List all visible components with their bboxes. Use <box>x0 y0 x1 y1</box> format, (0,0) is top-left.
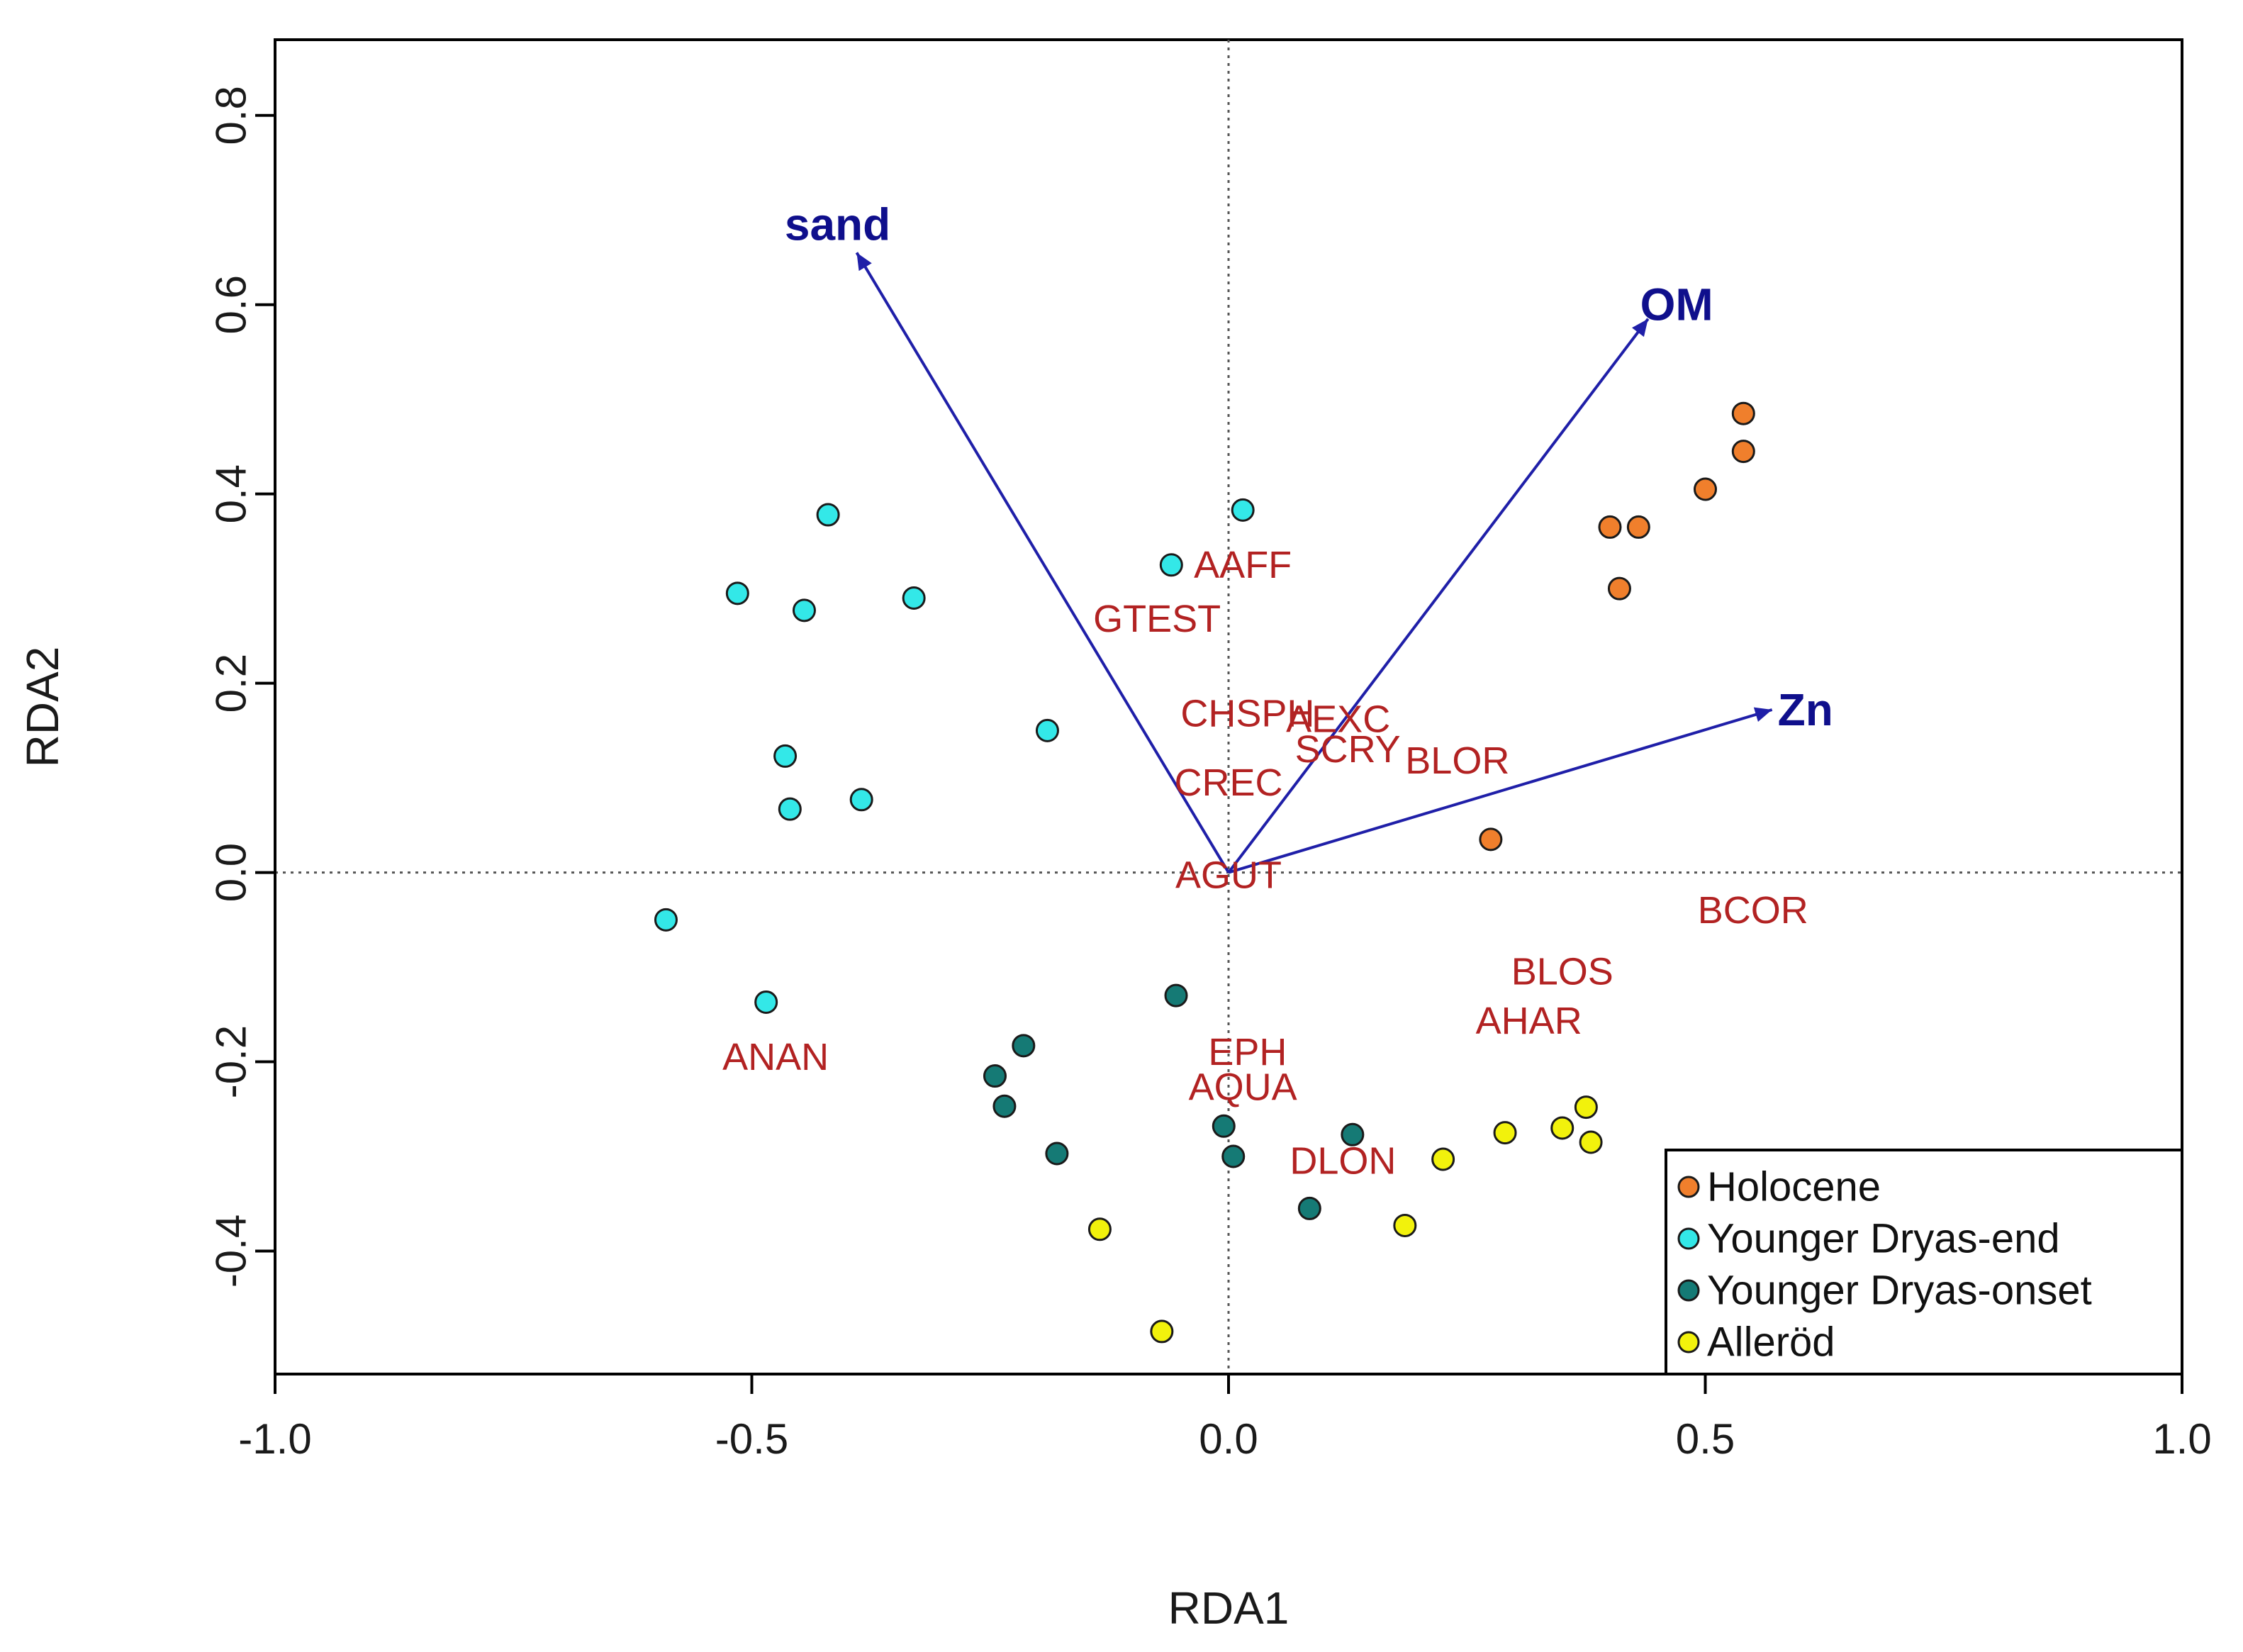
point-younger-dryas-end <box>1159 553 1183 577</box>
point-younger-dryas-onset <box>983 1064 1007 1088</box>
point-aller-d <box>1493 1121 1517 1145</box>
point-holocene <box>1598 515 1622 539</box>
point-younger-dryas-end <box>778 797 802 821</box>
species-label-crec: CREC <box>1174 761 1282 804</box>
point-younger-dryas-end <box>1231 498 1255 522</box>
x-axis: -1.0 -0.5 0.0 0.5 1.0 <box>238 1373 2212 1463</box>
x-axis-title: RDA1 <box>1168 1583 1290 1634</box>
species-label-scry: SCRY <box>1295 728 1401 771</box>
arrow-om-shaft <box>1227 318 1650 874</box>
point-younger-dryas-onset <box>1045 1142 1069 1166</box>
legend-label-aller-d: Alleröd <box>1707 1319 1835 1366</box>
environmental-arrows: sand OM Zn <box>785 199 1833 874</box>
point-holocene <box>1479 827 1503 852</box>
legend-marker-younger-dryas-onset <box>1677 1279 1700 1302</box>
arrow-om-head <box>1632 318 1648 337</box>
point-aller-d <box>1087 1217 1112 1241</box>
point-aller-d <box>1574 1095 1598 1120</box>
species-label-eph: EPH <box>1208 1031 1287 1073</box>
point-holocene <box>1626 515 1650 539</box>
legend-marker-holocene <box>1677 1176 1700 1198</box>
legend-marker-aller-d <box>1677 1331 1700 1354</box>
species-label-anan: ANAN <box>722 1036 829 1078</box>
x-tick-label: 1.0 <box>2152 1415 2211 1463</box>
y-tick-label: -0.4 <box>208 1215 255 1288</box>
point-younger-dryas-end <box>773 744 798 768</box>
species-label-agut: AGUT <box>1175 854 1282 897</box>
sample-points <box>654 401 1755 1344</box>
species-label-aqua: AQUA <box>1189 1066 1297 1109</box>
point-holocene <box>1694 477 1717 501</box>
species-label-bcor: BCOR <box>1698 889 1808 932</box>
point-holocene <box>1731 440 1755 464</box>
legend-label-younger-dryas-end: Younger Dryas-end <box>1707 1216 2060 1262</box>
point-younger-dryas-end <box>792 598 816 623</box>
species-label-gtest: GTEST <box>1093 598 1221 640</box>
point-younger-dryas-end <box>754 990 778 1014</box>
x-tick-label: 0.0 <box>1199 1415 1258 1463</box>
point-aller-d <box>1431 1147 1455 1171</box>
y-tick-label: 0.4 <box>208 464 255 523</box>
species-label-aaff: AAFF <box>1194 544 1292 586</box>
legend: Holocene Younger Dryas-end Younger Dryas-o… <box>1665 1149 2183 1375</box>
arrow-zn-head <box>1753 707 1772 722</box>
arrow-label-zn: Zn <box>1778 684 1833 735</box>
point-aller-d <box>1579 1130 1603 1154</box>
y-axis-title: RDA2 <box>17 647 68 768</box>
arrow-sand-head <box>856 252 872 272</box>
point-aller-d <box>1550 1116 1574 1140</box>
species-label-aexc: AEXC <box>1286 698 1390 740</box>
x-tick-label: -1.0 <box>238 1415 311 1463</box>
point-younger-dryas-onset <box>1012 1034 1036 1058</box>
arrow-label-om: OM <box>1640 279 1713 330</box>
point-younger-dryas-end <box>849 788 873 812</box>
legend-box <box>1665 1149 2183 1375</box>
y-tick-label: 0.6 <box>208 275 255 334</box>
arrow-sand-shaft <box>855 252 1230 874</box>
point-holocene <box>1731 401 1755 425</box>
legend-label-younger-dryas-onset: Younger Dryas-onset <box>1707 1268 2092 1314</box>
point-younger-dryas-onset <box>1221 1144 1246 1168</box>
y-tick-label: -0.2 <box>208 1025 255 1098</box>
y-tick-label: 0.8 <box>208 86 255 145</box>
point-younger-dryas-onset <box>1164 983 1188 1008</box>
point-aller-d <box>1150 1319 1174 1344</box>
point-younger-dryas-onset <box>992 1094 1017 1118</box>
species-label-blor: BLOR <box>1405 740 1509 782</box>
point-younger-dryas-onset <box>1297 1196 1321 1220</box>
point-aller-d <box>1393 1213 1417 1237</box>
y-tick-label: 0.2 <box>208 654 255 713</box>
point-younger-dryas-end <box>902 586 926 610</box>
species-label-ahar: AHAR <box>1476 1000 1582 1042</box>
point-younger-dryas-onset <box>1341 1122 1365 1146</box>
point-younger-dryas-end <box>1035 718 1059 742</box>
point-holocene <box>1607 576 1631 601</box>
point-younger-dryas-end <box>816 503 840 527</box>
point-younger-dryas-onset <box>1212 1114 1236 1138</box>
arrow-label-sand: sand <box>785 199 890 250</box>
legend-label-holocene: Holocene <box>1707 1164 1881 1210</box>
species-label-dlon: DLON <box>1290 1140 1396 1183</box>
y-tick-label: 0.0 <box>208 843 255 902</box>
point-younger-dryas-end <box>725 581 749 605</box>
y-axis: -0.4 -0.2 0.0 0.2 0.4 0.6 0.8 <box>208 86 276 1288</box>
x-tick-label: 0.5 <box>1676 1415 1735 1463</box>
point-younger-dryas-end <box>654 908 678 932</box>
arrow-zn-shaft <box>1228 708 1773 874</box>
x-tick-label: -0.5 <box>715 1415 788 1463</box>
species-label-chsph: CHSPH <box>1180 692 1314 735</box>
legend-marker-younger-dryas-end <box>1677 1227 1700 1250</box>
species-label-blos: BLOS <box>1511 951 1613 993</box>
